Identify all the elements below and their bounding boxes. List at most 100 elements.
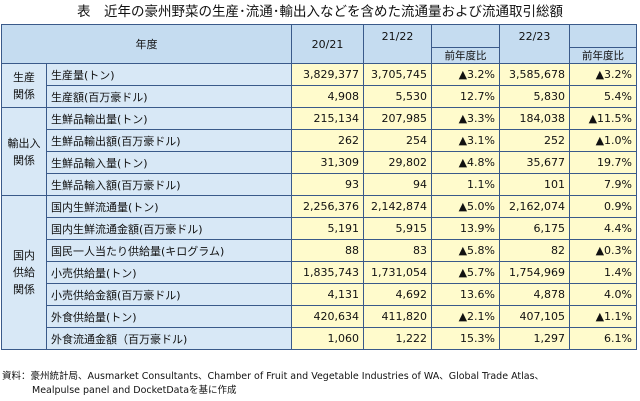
yoy-2122: ▲3.3% bbox=[431, 107, 500, 130]
value-2122: 1,731,054 bbox=[363, 261, 432, 284]
table-row: 小売供給金額(百万豪ドル) 4,131 4,692 13.6% 4,878 4.… bbox=[2, 283, 637, 306]
source-line-1: 資料：豪州統計局、Ausmarket Consultants、Chamber o… bbox=[2, 371, 545, 382]
category-domestic: 国内 供給 関係 bbox=[1, 195, 47, 350]
source-line-2: Mealpulse panel and DocketDataを基に作成 bbox=[32, 385, 237, 396]
row-label: 生鮮品輸出額(百万豪ドル) bbox=[46, 129, 292, 152]
table-row: 国内生鮮流通金額(百万豪ドル) 5,191 5,915 13.9% 6,175 … bbox=[2, 217, 637, 240]
header-blank-b bbox=[499, 47, 570, 64]
table-row: 外食流通金額（百万豪ドル) 1,060 1,222 15.3% 1,297 6.… bbox=[2, 327, 637, 350]
yoy-2223: ▲3.2% bbox=[569, 63, 637, 86]
yoy-2122: 12.7% bbox=[431, 85, 500, 108]
table-row: 生鮮品輸出額(百万豪ドル) 262 254 ▲3.1% 252 ▲1.0% bbox=[2, 129, 637, 152]
header-yoy-blank-2 bbox=[569, 24, 637, 48]
yoy-2122: ▲5.0% bbox=[431, 195, 500, 218]
value-2122: 94 bbox=[363, 173, 432, 196]
yoy-2122: ▲3.1% bbox=[431, 129, 500, 152]
row-label: 小売供給量(トン) bbox=[46, 261, 292, 284]
table-row: 外食供給量(トン) 420,634 411,820 ▲2.1% 407,105 … bbox=[2, 305, 637, 328]
row-label: 外食流通金額（百万豪ドル) bbox=[46, 327, 292, 350]
row-label: 外食供給量(トン) bbox=[46, 305, 292, 328]
value-2122: 83 bbox=[363, 239, 432, 262]
header-year-2021: 20/21 bbox=[291, 24, 364, 64]
row-label: 国内生鮮流通金額(百万豪ドル) bbox=[46, 217, 292, 240]
yoy-2223: 4.0% bbox=[569, 283, 637, 306]
yoy-2223: ▲0.3% bbox=[569, 239, 637, 262]
value-2223: 4,878 bbox=[499, 283, 570, 306]
table-row: 生鮮品輸入量(トン) 31,309 29,802 ▲4.8% 35,677 19… bbox=[2, 151, 637, 174]
yoy-2122: ▲4.8% bbox=[431, 151, 500, 174]
category-trade: 輸出入 関係 bbox=[1, 107, 47, 196]
value-2122: 2,142,874 bbox=[363, 195, 432, 218]
header-yoy-2: 前年度比 bbox=[569, 47, 637, 64]
table-row: 生産額(百万豪ドル) 4,908 5,530 12.7% 5,830 5.4% bbox=[2, 85, 637, 108]
value-2122: 3,705,745 bbox=[363, 63, 432, 86]
value-2122: 411,820 bbox=[363, 305, 432, 328]
yoy-2122: ▲5.7% bbox=[431, 261, 500, 284]
value-2122: 29,802 bbox=[363, 151, 432, 174]
value-2021: 2,256,376 bbox=[291, 195, 364, 218]
header-yoy-blank-1 bbox=[431, 24, 500, 48]
yoy-2122: 1.1% bbox=[431, 173, 500, 196]
value-2223: 1,754,969 bbox=[499, 261, 570, 284]
value-2021: 93 bbox=[291, 173, 364, 196]
value-2122: 5,530 bbox=[363, 85, 432, 108]
table-row: 輸出入 関係 生鮮品輸出量(トン) 215,134 207,985 ▲3.3% 1… bbox=[1, 107, 637, 196]
value-2223: 252 bbox=[499, 129, 570, 152]
value-2223: 407,105 bbox=[499, 305, 570, 328]
value-2223: 6,175 bbox=[499, 217, 570, 240]
value-2223: 82 bbox=[499, 239, 570, 262]
value-2223: 184,038 bbox=[499, 107, 570, 130]
table-row: 国民一人当たり供給量(キログラム) 88 83 ▲5.8% 82 ▲0.3% bbox=[2, 239, 637, 262]
value-2021: 5,191 bbox=[291, 217, 364, 240]
yoy-2223: ▲1.0% bbox=[569, 129, 637, 152]
row-label: 国内生鮮流通量(トン) bbox=[46, 195, 292, 218]
yoy-2122: ▲2.1% bbox=[431, 305, 500, 328]
value-2021: 215,134 bbox=[291, 107, 364, 130]
yoy-2122: 15.3% bbox=[431, 327, 500, 350]
yoy-2223: ▲11.5% bbox=[569, 107, 637, 130]
yoy-2223: 19.7% bbox=[569, 151, 637, 174]
yoy-2122: 13.6% bbox=[431, 283, 500, 306]
yoy-2223: ▲1.1% bbox=[569, 305, 637, 328]
value-2223: 3,585,678 bbox=[499, 63, 570, 86]
row-label: 国民一人当たり供給量(キログラム) bbox=[46, 239, 292, 262]
row-label: 生鮮品輸入額(百万豪ドル) bbox=[46, 173, 292, 196]
value-2122: 1,222 bbox=[363, 327, 432, 350]
value-2223: 35,677 bbox=[499, 151, 570, 174]
value-2122: 207,985 bbox=[363, 107, 432, 130]
category-production: 生産 関係 bbox=[1, 63, 47, 108]
value-2122: 254 bbox=[363, 129, 432, 152]
yoy-2223: 5.4% bbox=[569, 85, 637, 108]
row-label: 小売供給金額(百万豪ドル) bbox=[46, 283, 292, 306]
value-2021: 31,309 bbox=[291, 151, 364, 174]
yoy-2223: 6.1% bbox=[569, 327, 637, 350]
table-title: 表 近年の豪州野菜の生産･流通･輸出入などを含めた流通量および流通取引総額 bbox=[77, 4, 563, 20]
value-2223: 1,297 bbox=[499, 327, 570, 350]
yoy-2223: 1.4% bbox=[569, 261, 637, 284]
value-2021: 1,060 bbox=[291, 327, 364, 350]
header-nendo: 年度 bbox=[1, 24, 292, 64]
row-label: 生鮮品輸入量(トン) bbox=[46, 151, 292, 174]
value-2223: 101 bbox=[499, 173, 570, 196]
value-2021: 88 bbox=[291, 239, 364, 262]
value-2021: 3,829,377 bbox=[291, 63, 364, 86]
yoy-2122: ▲5.8% bbox=[431, 239, 500, 262]
row-label: 生産量(トン) bbox=[46, 63, 292, 86]
value-2021: 4,131 bbox=[291, 283, 364, 306]
value-2223: 2,162,074 bbox=[499, 195, 570, 218]
header-year-2122: 21/22 bbox=[363, 24, 432, 48]
yoy-2223: 0.9% bbox=[569, 195, 637, 218]
yoy-2122: ▲3.2% bbox=[431, 63, 500, 86]
yoy-2223: 4.4% bbox=[569, 217, 637, 240]
row-label: 生鮮品輸出量(トン) bbox=[46, 107, 292, 130]
value-2021: 4,908 bbox=[291, 85, 364, 108]
table-row: 生鮮品輸入額(百万豪ドル) 93 94 1.1% 101 7.9% bbox=[2, 173, 637, 196]
value-2122: 4,692 bbox=[363, 283, 432, 306]
yoy-2122: 13.9% bbox=[431, 217, 500, 240]
header-year-2223: 22/23 bbox=[499, 24, 570, 48]
value-2021: 262 bbox=[291, 129, 364, 152]
table-row: 国内 供給 関係 国内生鮮流通量(トン) 2,256,376 2,142,874 ▲… bbox=[1, 195, 637, 350]
value-2021: 420,634 bbox=[291, 305, 364, 328]
row-label: 生産額(百万豪ドル) bbox=[46, 85, 292, 108]
vegetable-distribution-table: 年度 20/21 21/22 22/23 前年度比 前年度比 生産 関係 生産量(… bbox=[1, 24, 637, 350]
